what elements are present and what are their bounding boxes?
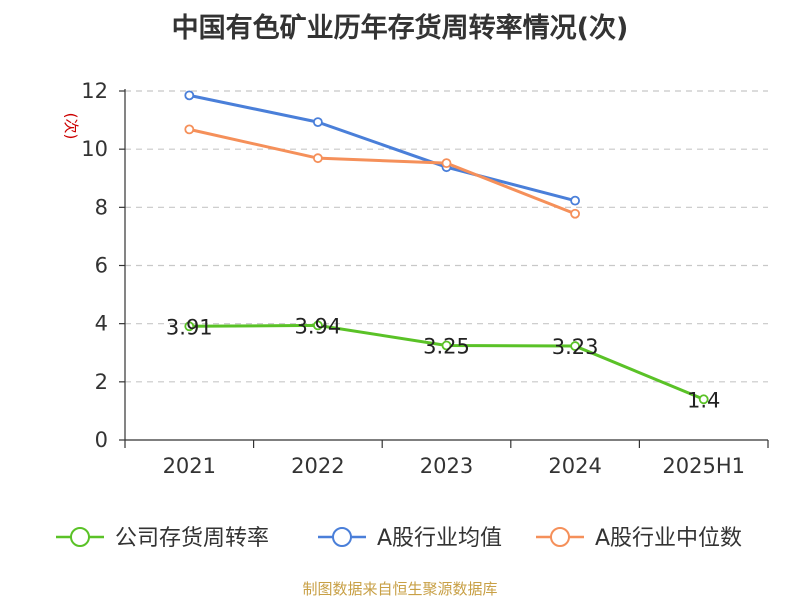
y-tick-label: 10 (81, 137, 108, 161)
legend-label: 公司存货周转率 (115, 526, 269, 551)
x-tick-label: 2021 (163, 454, 216, 478)
data-label: 3.23 (552, 335, 599, 359)
y-axis-label: (次) (62, 113, 80, 140)
y-tick-label: 2 (95, 370, 108, 394)
source-footer: 制图数据来自恒生聚源数据库 (302, 580, 498, 598)
legend-marker (70, 527, 90, 547)
chart-title: 中国有色矿业历年存货周转率情况(次) (171, 13, 629, 44)
y-tick-label: 4 (95, 312, 108, 336)
y-tick-label: 12 (81, 79, 108, 103)
legend-marker (550, 527, 570, 547)
data-point (441, 158, 452, 169)
legend-marker (332, 527, 352, 547)
data-label: 1.4 (687, 388, 720, 412)
series-2 (184, 124, 580, 219)
legend-label: A股行业均值 (377, 526, 502, 551)
data-point (570, 208, 580, 219)
data-labels: 3.91 3.94 3.25 3.23 1.4 (166, 314, 720, 412)
data-label: 3.91 (166, 315, 213, 339)
data-point (441, 340, 452, 351)
legend-item: A股行业均值 (318, 526, 502, 551)
y-tick-label: 8 (95, 195, 108, 219)
data-label: 3.94 (295, 314, 342, 338)
data-point (184, 90, 195, 101)
data-point (312, 117, 323, 128)
series-line (188, 127, 576, 216)
y-tick-label: 0 (95, 428, 108, 452)
series-line (188, 93, 576, 203)
data-point (570, 341, 580, 351)
data-point (312, 320, 323, 331)
data-point (184, 321, 195, 332)
series-group (184, 90, 709, 405)
x-axis-ticks: 2021 2022 2023 2024 2025H1 (124, 440, 769, 478)
y-tick-label: 6 (95, 254, 108, 278)
data-point (184, 124, 195, 135)
legend-item: 公司存货周转率 (56, 526, 269, 551)
data-point (312, 153, 323, 164)
legend: 公司存货周转率 A股行业均值 A股行业中位数 (56, 526, 742, 551)
x-tick-label: 2022 (291, 454, 344, 478)
y-axis-ticks: 0 2 4 6 8 10 12 (81, 79, 125, 452)
data-label: 3.25 (423, 334, 470, 358)
legend-item: A股行业中位数 (536, 526, 742, 551)
gridlines (125, 90, 768, 383)
data-point (570, 195, 580, 206)
x-tick-label: 2023 (420, 454, 473, 478)
x-tick-label: 2025H1 (662, 454, 745, 478)
series-0 (184, 320, 709, 405)
x-tick-label: 2024 (548, 454, 601, 478)
legend-label: A股行业中位数 (595, 526, 742, 551)
series-1 (184, 90, 580, 206)
data-point (698, 394, 709, 405)
